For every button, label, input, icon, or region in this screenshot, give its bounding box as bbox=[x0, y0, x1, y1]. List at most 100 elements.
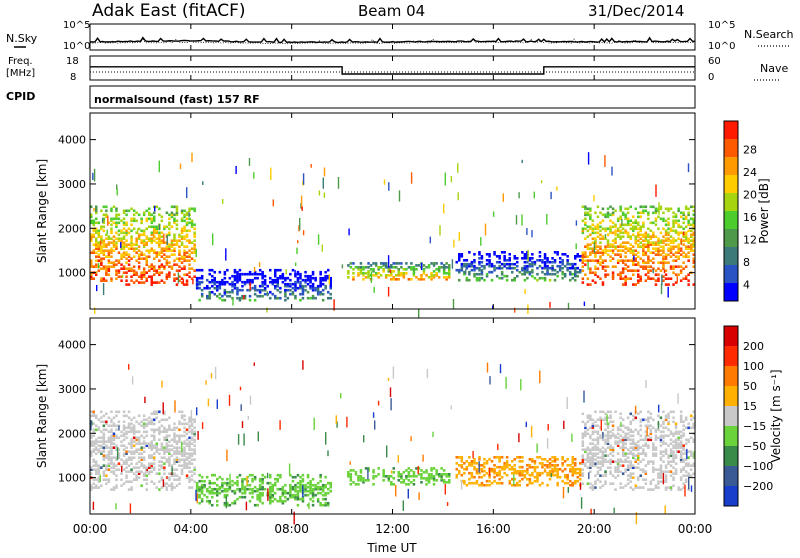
range-cell bbox=[382, 475, 385, 478]
range-cell bbox=[647, 416, 650, 420]
range-cell bbox=[606, 454, 610, 457]
range-cell bbox=[546, 270, 549, 274]
range-cell bbox=[594, 237, 597, 240]
range-cell bbox=[145, 442, 148, 445]
range-cell bbox=[185, 474, 189, 477]
range-cell bbox=[100, 444, 103, 447]
range-cell bbox=[135, 448, 138, 451]
range-cell bbox=[684, 474, 688, 477]
range-cell bbox=[163, 438, 166, 442]
range-cell bbox=[546, 460, 549, 463]
range-cell bbox=[533, 479, 537, 483]
range-cell bbox=[258, 493, 262, 497]
range-cell bbox=[611, 225, 615, 229]
range-cell bbox=[526, 270, 529, 274]
range-cell bbox=[616, 217, 620, 221]
speckle-cell bbox=[325, 432, 327, 445]
range-cell bbox=[632, 488, 635, 491]
range-cell bbox=[190, 428, 194, 432]
range-cell bbox=[473, 481, 476, 485]
range-cell bbox=[271, 280, 274, 284]
range-cell bbox=[621, 486, 625, 489]
range-cell bbox=[251, 479, 254, 483]
range-cell bbox=[500, 251, 504, 254]
range-cell bbox=[448, 479, 451, 482]
range-cell bbox=[382, 473, 385, 476]
range-cell bbox=[211, 268, 214, 272]
range-cell bbox=[642, 444, 645, 447]
range-cell bbox=[248, 483, 252, 487]
range-cell bbox=[591, 446, 595, 449]
range-cell bbox=[609, 434, 612, 438]
range-cell bbox=[188, 436, 191, 440]
range-cell bbox=[511, 266, 514, 270]
range-cell bbox=[599, 261, 602, 264]
range-cell bbox=[299, 485, 302, 489]
range-cell bbox=[314, 485, 317, 489]
range-cell bbox=[188, 442, 191, 445]
range-cell bbox=[662, 454, 665, 457]
range-cell bbox=[543, 260, 547, 264]
range-cell bbox=[185, 213, 189, 217]
range-cell bbox=[619, 464, 622, 467]
range-cell bbox=[127, 255, 131, 258]
range-cell bbox=[644, 239, 648, 242]
range-cell bbox=[92, 233, 95, 237]
range-cell bbox=[664, 231, 668, 235]
range-cell bbox=[611, 432, 615, 436]
range-cell bbox=[664, 261, 668, 264]
range-cell bbox=[153, 436, 156, 440]
range-cell bbox=[377, 272, 380, 275]
range-cell bbox=[115, 241, 118, 244]
beam-title: Beam 04 bbox=[358, 2, 425, 20]
range-cell bbox=[269, 495, 272, 499]
range-cell bbox=[586, 247, 590, 250]
range-cell bbox=[122, 420, 126, 424]
range-cell bbox=[231, 288, 234, 292]
range-cell bbox=[175, 458, 179, 461]
range-cell bbox=[644, 478, 648, 481]
range-cell bbox=[609, 458, 612, 461]
range-cell bbox=[601, 235, 605, 238]
range-cell bbox=[556, 270, 559, 274]
range-cell bbox=[115, 277, 118, 280]
range-cell bbox=[516, 260, 519, 264]
range-cell bbox=[90, 454, 93, 457]
range-cell bbox=[639, 245, 642, 248]
range-cell bbox=[639, 438, 642, 442]
range-cell bbox=[654, 279, 658, 282]
range-cell bbox=[616, 468, 620, 471]
range-cell bbox=[664, 488, 668, 491]
range-cell bbox=[662, 217, 665, 221]
range-cell bbox=[657, 468, 660, 471]
range-cell bbox=[596, 205, 600, 209]
range-cell bbox=[178, 482, 181, 485]
range-cell bbox=[579, 477, 582, 481]
range-cell bbox=[589, 283, 592, 286]
range-cell bbox=[198, 268, 201, 272]
range-cell bbox=[100, 450, 103, 453]
range-cell bbox=[505, 278, 509, 282]
range-cell bbox=[122, 227, 126, 231]
range-cell bbox=[188, 207, 191, 211]
range-cell bbox=[97, 221, 101, 225]
range-cell bbox=[142, 474, 146, 477]
range-cell bbox=[357, 272, 360, 275]
range-cell bbox=[178, 233, 181, 237]
range-cell bbox=[677, 257, 680, 260]
range-cell bbox=[311, 483, 315, 487]
range-cell bbox=[95, 251, 98, 254]
range-cell bbox=[684, 217, 688, 221]
range-cell bbox=[137, 275, 141, 278]
range-cell bbox=[142, 418, 146, 422]
range-cell bbox=[672, 223, 675, 227]
speckle-cell bbox=[604, 155, 606, 167]
range-cell bbox=[581, 468, 585, 471]
range-cell bbox=[604, 442, 607, 445]
range-cell bbox=[362, 272, 365, 275]
range-cell bbox=[611, 460, 615, 463]
range-cell bbox=[311, 493, 315, 497]
range-cell bbox=[679, 231, 683, 235]
range-cell bbox=[619, 231, 622, 235]
range-cell bbox=[591, 237, 595, 240]
